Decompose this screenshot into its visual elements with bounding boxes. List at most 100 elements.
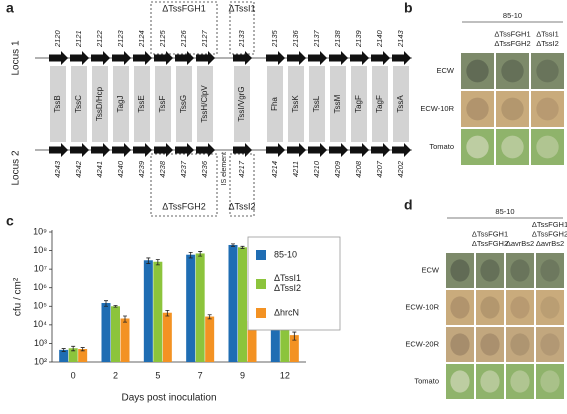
leaf-photo bbox=[535, 326, 565, 363]
gene-arrow bbox=[392, 143, 411, 157]
panel-label: d bbox=[404, 197, 413, 213]
gene-arrow bbox=[133, 51, 152, 65]
homology-band bbox=[351, 66, 367, 142]
bar bbox=[247, 321, 257, 362]
x-tick-label: 7 bbox=[198, 370, 203, 380]
legend-label: ΔTssI1 ΔTssI2 bbox=[274, 273, 301, 293]
bar bbox=[143, 260, 153, 362]
gene-id: 4208 bbox=[354, 160, 363, 178]
gene-arrow bbox=[329, 143, 348, 157]
strain-label: 85-10 bbox=[503, 11, 522, 20]
gene-id: 4239 bbox=[137, 160, 146, 178]
gene-id: 4209 bbox=[333, 160, 342, 178]
homology-band bbox=[234, 66, 250, 142]
gene-id: 4236 bbox=[200, 160, 209, 178]
gene-id: 4238 bbox=[158, 160, 167, 178]
gene-id: 2121 bbox=[74, 30, 83, 48]
infiltration-spot bbox=[480, 259, 500, 282]
leaf-photo bbox=[505, 326, 535, 363]
gene-id: 4240 bbox=[116, 160, 125, 178]
x-axis-title: Days post inoculation bbox=[121, 393, 216, 404]
leaf-photo bbox=[495, 128, 530, 166]
column-header: ΔTssFGH2 bbox=[472, 239, 508, 248]
leaf-photo bbox=[475, 326, 505, 363]
gene-name: TagF bbox=[375, 95, 384, 113]
gene-name: TssH/ClpV bbox=[200, 85, 209, 123]
leaf-photo bbox=[530, 90, 565, 128]
gene-arrow bbox=[196, 51, 215, 65]
bar bbox=[228, 244, 238, 362]
infiltration-spot bbox=[450, 259, 470, 282]
deletion-label: ΔTssI1 bbox=[228, 3, 255, 13]
gene-id: 2127 bbox=[200, 29, 209, 48]
gene-arrow bbox=[70, 51, 89, 65]
error-bar bbox=[198, 251, 203, 257]
row-label: ECW-10R bbox=[405, 302, 439, 311]
legend-swatch bbox=[256, 308, 266, 318]
column-header: ΔTssFGH1 bbox=[472, 229, 508, 238]
infiltration-spot bbox=[536, 59, 559, 83]
infiltration-spot bbox=[450, 296, 470, 319]
gene-id: 2120 bbox=[53, 29, 62, 48]
row-label: ECW bbox=[422, 265, 440, 274]
gene-id: 2138 bbox=[333, 29, 342, 48]
column-header: ΔavrBs2 bbox=[536, 239, 564, 248]
bar bbox=[120, 318, 130, 362]
gene-name: TssE bbox=[137, 95, 146, 112]
gene-name: TssB bbox=[53, 95, 62, 112]
gene-arrow bbox=[308, 143, 327, 157]
gene-id: 2123 bbox=[116, 29, 125, 48]
gene-id: 2137 bbox=[312, 29, 321, 48]
error-bar bbox=[146, 257, 151, 264]
gene-arrow bbox=[175, 143, 194, 157]
column-header: ΔTssFGH2 bbox=[532, 229, 567, 238]
gene-arrow bbox=[112, 143, 131, 157]
gene-id: 4243 bbox=[53, 160, 62, 178]
gene-arrow bbox=[308, 51, 327, 65]
gene-arrow bbox=[350, 143, 369, 157]
infiltration-spot bbox=[466, 97, 489, 121]
deletion-label: ΔTssFGH2 bbox=[162, 201, 206, 211]
y-tick-label: 10⁵ bbox=[33, 301, 47, 311]
y-tick-label: 10⁷ bbox=[34, 264, 47, 274]
gene-id: 2133 bbox=[237, 29, 246, 48]
locus-label: Locus 2 bbox=[11, 150, 22, 185]
row-label: Tomato bbox=[414, 376, 439, 385]
column-header: ΔTssFGH1 bbox=[532, 220, 567, 229]
error-bar bbox=[188, 251, 193, 259]
infiltration-spot bbox=[536, 97, 559, 121]
infiltration-spot bbox=[510, 259, 530, 282]
gene-id: 4241 bbox=[95, 161, 104, 178]
gene-arrow bbox=[112, 51, 131, 65]
row-label: ECW-10R bbox=[420, 104, 454, 113]
error-bar bbox=[231, 243, 235, 247]
error-bar bbox=[165, 310, 170, 317]
strain-label: 85-10 bbox=[495, 207, 514, 216]
gene-id: 2126 bbox=[179, 29, 188, 48]
locus-label: Locus 1 bbox=[11, 40, 22, 75]
gene-arrow bbox=[175, 51, 194, 65]
gene-id: 4207 bbox=[375, 160, 384, 178]
infiltration-spot bbox=[450, 333, 470, 356]
x-tick-label: 0 bbox=[71, 370, 76, 380]
panel-label: a bbox=[6, 0, 14, 16]
x-tick-label: 5 bbox=[155, 370, 160, 380]
error-bar bbox=[207, 314, 212, 320]
gene-arrow bbox=[49, 143, 68, 157]
x-tick-label: 2 bbox=[113, 370, 118, 380]
gene-name: TagJ bbox=[116, 96, 125, 113]
error-bar bbox=[71, 345, 76, 352]
gene-arrow bbox=[233, 51, 252, 65]
leaf-photo bbox=[495, 52, 530, 90]
gene-name: TssG bbox=[179, 95, 188, 113]
homology-band bbox=[50, 66, 66, 142]
gene-id: 4217 bbox=[237, 160, 246, 178]
infiltration-spot bbox=[466, 135, 489, 159]
gene-id: 4211 bbox=[291, 161, 300, 177]
infiltration-spot bbox=[540, 259, 560, 282]
homology-band bbox=[288, 66, 304, 142]
leaf-photo bbox=[530, 52, 565, 90]
leaf-photo bbox=[475, 289, 505, 326]
error-bar bbox=[292, 331, 297, 341]
